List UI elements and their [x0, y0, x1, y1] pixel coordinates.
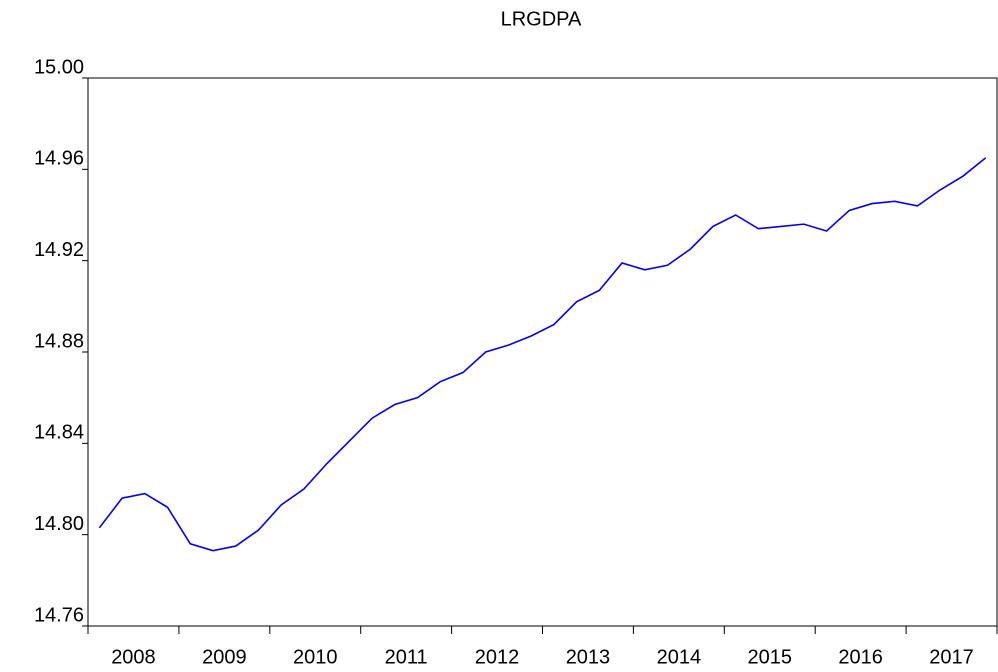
x-tick-label: 2008 [111, 646, 156, 668]
y-tick-label: 14.88 [34, 330, 84, 352]
y-tick-label: 15.00 [34, 56, 84, 78]
x-tick-label: 2016 [838, 646, 883, 668]
x-tick-label: 2013 [566, 646, 611, 668]
y-tick-label: 14.76 [34, 604, 84, 626]
series-line [98, 157, 987, 552]
x-tick-label: 2011 [385, 646, 428, 668]
x-tick-label: 2017 [929, 646, 974, 668]
y-tick-label: 14.96 [34, 148, 84, 170]
y-tick-label: 14.80 [34, 513, 84, 535]
x-tick-label: 2015 [748, 646, 793, 668]
x-tick-label: 2012 [475, 646, 520, 668]
y-tick-label: 14.84 [34, 422, 84, 444]
x-tick-label: 2009 [202, 646, 247, 668]
y-tick-label: 14.92 [34, 239, 84, 261]
x-tick-label: 2010 [293, 646, 338, 668]
plot-frame [87, 77, 998, 627]
chart-title: LRGDPA [501, 8, 582, 30]
x-tick-label: 2014 [657, 646, 702, 668]
